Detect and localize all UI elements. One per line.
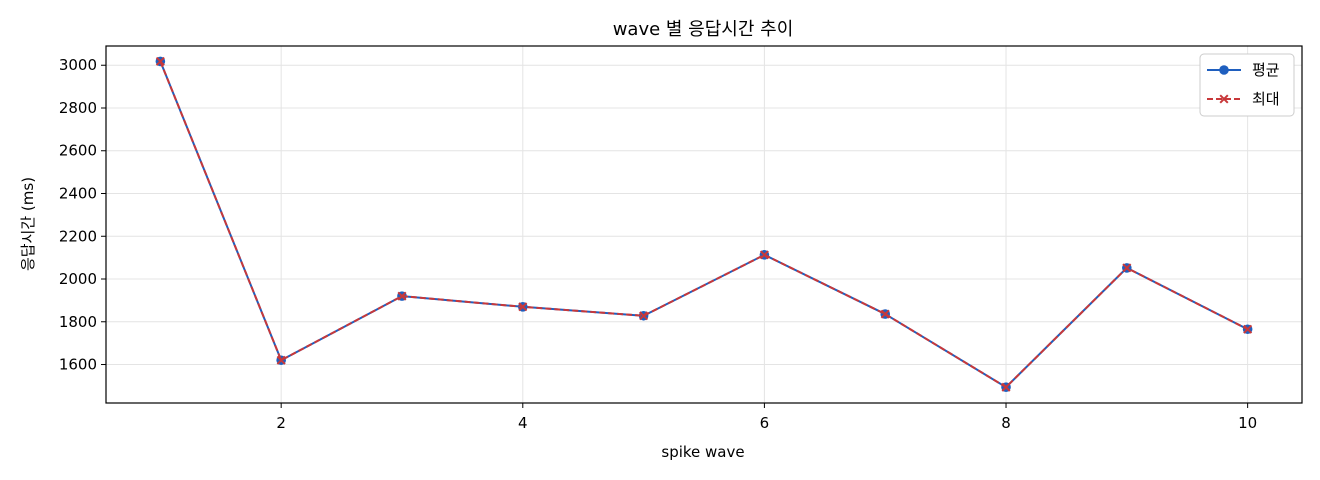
data-point	[1122, 263, 1132, 273]
y-tick-label: 1600	[59, 356, 97, 374]
data-point	[639, 311, 649, 321]
y-tick-label: 2200	[59, 227, 97, 245]
x-tick-label: 2	[276, 414, 286, 432]
data-point	[880, 309, 890, 319]
y-axis-label: 응답시간 (ms)	[19, 177, 37, 271]
data-point	[759, 250, 769, 260]
legend-box	[1199, 53, 1295, 117]
x-tick-label: 4	[518, 414, 528, 432]
legend-entry-2: 최대	[1207, 90, 1280, 108]
legend-label: 평균	[1252, 61, 1280, 79]
y-tick-label: 2400	[59, 185, 97, 203]
x-tick-label: 8	[1001, 414, 1011, 432]
legend-marker	[1219, 65, 1229, 75]
y-tick-label: 3000	[59, 56, 97, 74]
y-axis: 1600 1800 2000 2200 2400 2600 2800 3000	[59, 56, 106, 374]
plot-frame	[105, 45, 1303, 404]
legend-label: 최대	[1252, 90, 1280, 108]
x-tick-label: 6	[760, 414, 770, 432]
data-point	[397, 291, 407, 301]
data-point	[1243, 324, 1253, 334]
y-tick-label: 2600	[59, 142, 97, 160]
x-axis: 2 4 6 8 10	[276, 403, 1257, 432]
data-point	[518, 302, 528, 312]
series-line	[159, 61, 1249, 389]
legend-entry-1: 평균	[1207, 61, 1280, 79]
series-layer	[155, 56, 1253, 392]
x-tick-label: 10	[1238, 414, 1257, 432]
legend-marker	[1219, 94, 1229, 104]
x-axis-label: spike wave	[661, 443, 744, 461]
grid-lines	[106, 46, 1302, 403]
chart-title: wave 별 응답시간 추이	[613, 19, 794, 40]
y-tick-label: 2000	[59, 270, 97, 288]
series-2	[155, 56, 1253, 392]
y-tick-label: 1800	[59, 313, 97, 331]
data-point	[276, 355, 286, 365]
y-tick-label: 2800	[59, 99, 97, 117]
data-point	[155, 56, 165, 66]
series-1	[155, 56, 1253, 392]
data-point	[1001, 382, 1011, 392]
